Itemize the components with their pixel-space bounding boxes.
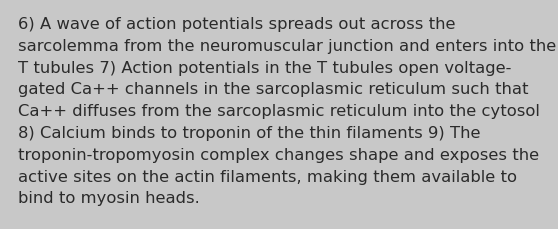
Text: bind to myosin heads.: bind to myosin heads. [18, 191, 200, 205]
Text: gated Ca++ channels in the sarcoplasmic reticulum such that: gated Ca++ channels in the sarcoplasmic … [18, 82, 528, 97]
Text: 8) Calcium binds to troponin of the thin filaments 9) The: 8) Calcium binds to troponin of the thin… [18, 125, 480, 140]
Text: T tubules 7) Action potentials in the T tubules open voltage-: T tubules 7) Action potentials in the T … [18, 60, 511, 75]
Text: active sites on the actin filaments, making them available to: active sites on the actin filaments, mak… [18, 169, 517, 184]
Text: troponin-tropomyosin complex changes shape and exposes the: troponin-tropomyosin complex changes sha… [18, 147, 539, 162]
Text: Ca++ diffuses from the sarcoplasmic reticulum into the cytosol: Ca++ diffuses from the sarcoplasmic reti… [18, 104, 540, 119]
Text: sarcolemma from the neuromuscular junction and enters into the: sarcolemma from the neuromuscular juncti… [18, 39, 556, 54]
Text: 6) A wave of action potentials spreads out across the: 6) A wave of action potentials spreads o… [18, 17, 455, 32]
